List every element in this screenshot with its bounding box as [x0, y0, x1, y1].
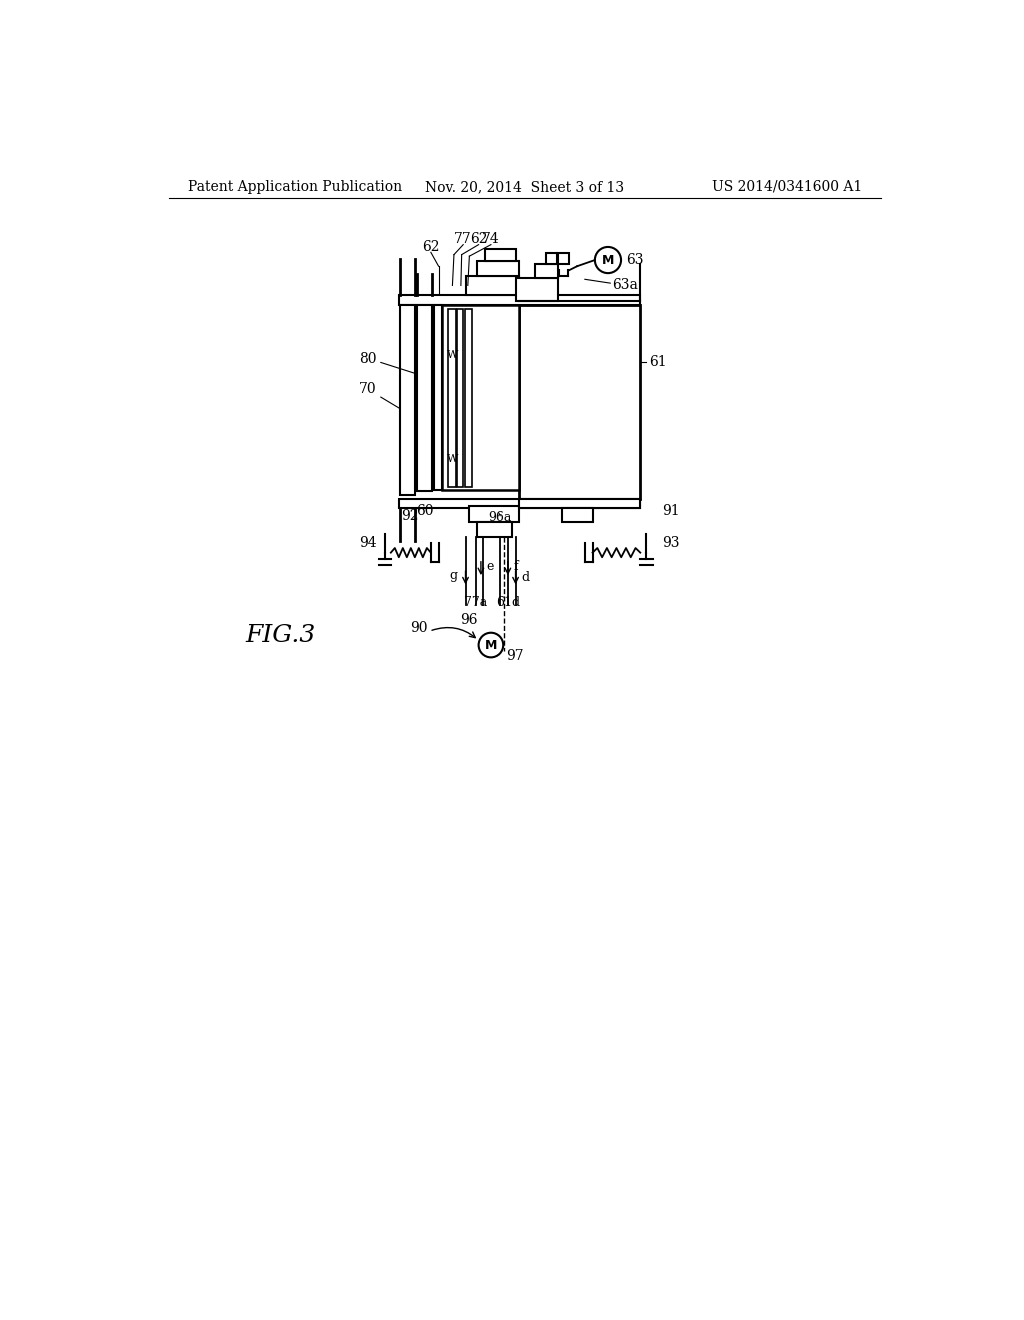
Bar: [466, 276, 519, 296]
Text: 62: 62: [422, 240, 439, 253]
Bar: [442, 305, 519, 490]
Text: 61d: 61d: [496, 595, 520, 609]
Text: M: M: [602, 253, 614, 267]
Text: US 2014/0341600 A1: US 2014/0341600 A1: [712, 180, 862, 194]
Bar: [477, 521, 512, 537]
Text: 63a: 63a: [612, 279, 638, 293]
Bar: [434, 305, 442, 490]
Bar: [519, 305, 640, 499]
Text: 93: 93: [662, 536, 679, 550]
Bar: [558, 253, 568, 264]
Circle shape: [595, 247, 621, 273]
Text: 61: 61: [649, 355, 668, 370]
Bar: [465, 309, 472, 487]
Bar: [535, 264, 558, 277]
Text: d: d: [521, 570, 529, 583]
Text: Nov. 20, 2014  Sheet 3 of 13: Nov. 20, 2014 Sheet 3 of 13: [425, 180, 625, 194]
Text: 92: 92: [401, 510, 419, 524]
Text: 96a: 96a: [488, 511, 512, 524]
Bar: [477, 261, 519, 276]
Text: 94: 94: [358, 536, 377, 550]
Text: e: e: [486, 560, 494, 573]
Text: 74: 74: [482, 232, 500, 247]
Text: 96: 96: [461, 614, 478, 627]
Text: 60: 60: [416, 504, 433, 517]
Text: 77a: 77a: [464, 595, 487, 609]
Text: 91: 91: [662, 504, 680, 517]
Text: FIG.3: FIG.3: [246, 624, 315, 647]
Bar: [417, 305, 432, 491]
Bar: [562, 508, 593, 521]
Text: W: W: [446, 454, 458, 463]
Text: 90: 90: [411, 622, 428, 635]
Text: g: g: [450, 569, 458, 582]
Bar: [457, 309, 463, 487]
Bar: [515, 277, 558, 301]
Text: 97: 97: [506, 649, 524, 663]
Text: f: f: [513, 560, 518, 573]
Circle shape: [478, 632, 503, 657]
Bar: [469, 507, 519, 521]
Bar: [398, 296, 640, 305]
Text: 70: 70: [358, 383, 377, 396]
Text: Patent Application Publication: Patent Application Publication: [188, 180, 402, 194]
Text: 77: 77: [455, 232, 472, 247]
Text: 63: 63: [626, 253, 643, 267]
Text: 80: 80: [359, 351, 377, 366]
Bar: [400, 305, 416, 495]
Bar: [484, 249, 515, 261]
Bar: [547, 253, 557, 264]
Text: W: W: [446, 350, 458, 360]
Bar: [447, 309, 456, 487]
Text: 62: 62: [470, 232, 487, 247]
Bar: [398, 499, 640, 508]
Bar: [519, 499, 640, 508]
Text: M: M: [484, 639, 497, 652]
